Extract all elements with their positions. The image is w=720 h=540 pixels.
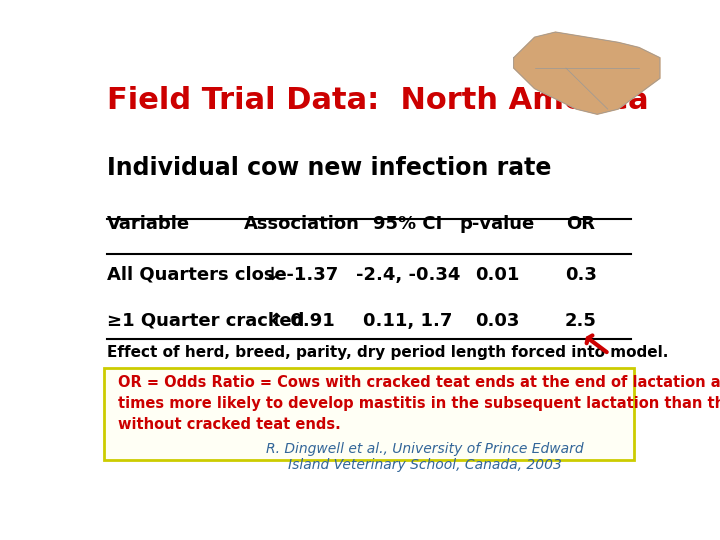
Text: All Quarters close: All Quarters close xyxy=(107,266,287,284)
FancyBboxPatch shape xyxy=(104,368,634,460)
Text: OR = Odds Ratio = Cows with cracked teat ends at the end of lactation are 2.5
ti: OR = Odds Ratio = Cows with cracked teat… xyxy=(118,375,720,431)
Text: -2.4, -0.34: -2.4, -0.34 xyxy=(356,266,460,284)
Text: Individual cow new infection rate: Individual cow new infection rate xyxy=(107,156,551,180)
Text: 0.01: 0.01 xyxy=(475,266,520,284)
Text: 0.03: 0.03 xyxy=(475,312,520,329)
Text: Effect of herd, breed, parity, dry period length forced into model.: Effect of herd, breed, parity, dry perio… xyxy=(107,346,668,361)
Polygon shape xyxy=(514,32,660,114)
Text: 0.3: 0.3 xyxy=(565,266,597,284)
Text: R. Dingwell et al., University of Prince Edward
Island Veterinary School, Canada: R. Dingwell et al., University of Prince… xyxy=(266,442,584,472)
Text: 95% CI: 95% CI xyxy=(374,215,443,233)
Text: 0.11, 1.7: 0.11, 1.7 xyxy=(364,312,453,329)
Text: ↑ 0.91: ↑ 0.91 xyxy=(269,312,335,329)
Text: OR: OR xyxy=(567,215,595,233)
Text: Field Trial Data:  North America: Field Trial Data: North America xyxy=(107,85,649,114)
Text: 2.5: 2.5 xyxy=(565,312,597,329)
Text: ≥1 Quarter cracked: ≥1 Quarter cracked xyxy=(107,312,304,329)
Text: Association: Association xyxy=(244,215,360,233)
Text: ↓ -1.37: ↓ -1.37 xyxy=(266,266,338,284)
Text: Variable: Variable xyxy=(107,215,190,233)
Text: p-value: p-value xyxy=(459,215,535,233)
